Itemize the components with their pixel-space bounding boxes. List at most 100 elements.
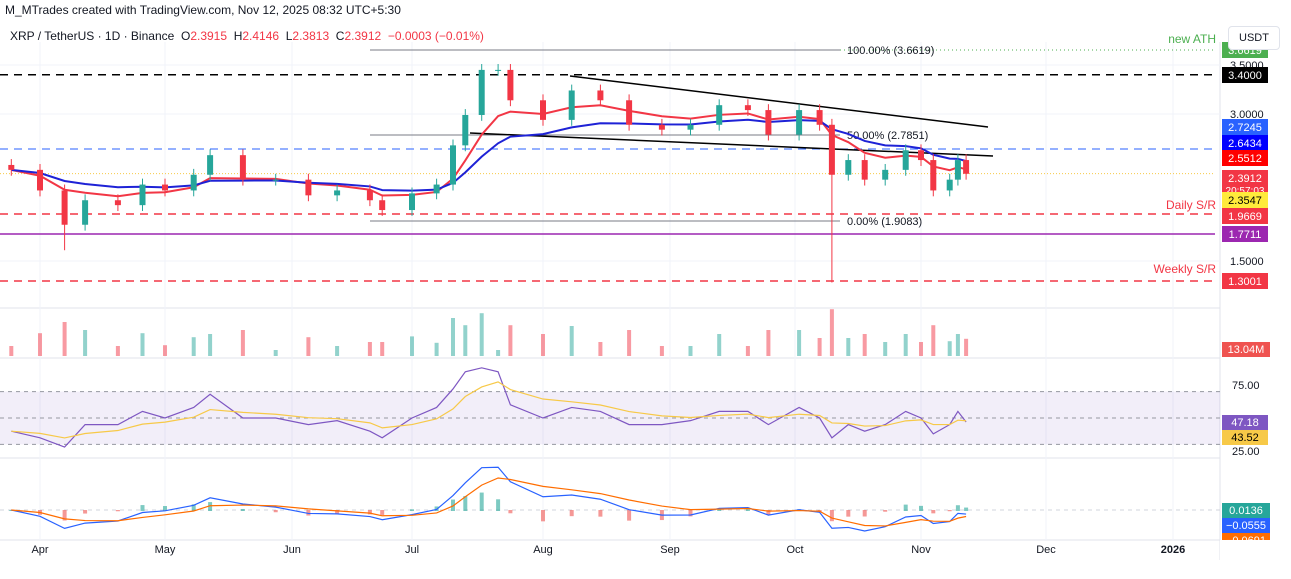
volume-bar bbox=[717, 334, 722, 356]
y-tick-label: 3.0000 bbox=[1230, 109, 1264, 121]
macd-label-bg bbox=[1222, 518, 1270, 533]
fib-label: 0.00% (1.9083) bbox=[847, 216, 922, 228]
volume-bar bbox=[163, 345, 167, 356]
price-label-bg bbox=[1222, 67, 1268, 83]
price-label-bg bbox=[1222, 119, 1268, 135]
countdown-label: 20:57:03 bbox=[1226, 186, 1265, 197]
candle bbox=[379, 200, 386, 211]
macd-histogram-bar bbox=[829, 510, 834, 522]
credit-text: M_MTrades created with TradingView.com, … bbox=[5, 3, 401, 17]
macd-histogram-bar bbox=[846, 510, 851, 517]
volume-bar bbox=[846, 338, 851, 356]
volume-bar bbox=[273, 350, 278, 356]
candle bbox=[796, 110, 803, 135]
volume-bar bbox=[598, 342, 603, 356]
symbol-name[interactable]: XRP / TetherUS · 1D · Binance bbox=[10, 29, 175, 43]
price-label-bg bbox=[1222, 192, 1268, 208]
candle bbox=[239, 155, 246, 180]
macd-histogram-bar bbox=[410, 509, 414, 511]
candle bbox=[687, 124, 694, 130]
candle bbox=[272, 179, 279, 181]
price-label: 2.6434 bbox=[1228, 138, 1262, 150]
rsi-ma-line bbox=[11, 381, 967, 439]
macd-histogram-bar bbox=[83, 510, 88, 514]
candle bbox=[409, 193, 415, 211]
candle bbox=[568, 90, 575, 120]
price-label-bg bbox=[1222, 150, 1268, 166]
macd-histogram-bar bbox=[569, 510, 574, 517]
high-value: 2.4146 bbox=[242, 29, 280, 43]
open-value: 2.3915 bbox=[190, 29, 228, 43]
y-tick-label: 1.5000 bbox=[1230, 256, 1264, 268]
volume-bar bbox=[931, 325, 936, 356]
macd-histogram-bar bbox=[140, 505, 145, 511]
candle bbox=[658, 124, 665, 130]
volume-bar bbox=[508, 325, 513, 356]
candle bbox=[8, 164, 15, 170]
volume-bar bbox=[766, 330, 771, 356]
macd-histogram-bar bbox=[955, 505, 960, 511]
volume-bar bbox=[862, 334, 867, 356]
price-label: 2.7245 bbox=[1228, 122, 1262, 134]
volume-bar bbox=[140, 333, 145, 356]
candle bbox=[114, 200, 121, 206]
candle bbox=[626, 100, 633, 125]
change-value: −0.0003 (−0.01%) bbox=[387, 29, 484, 43]
volume-bar bbox=[797, 330, 802, 356]
macd-histogram-bar bbox=[862, 510, 867, 517]
volume-bar bbox=[115, 346, 120, 356]
volume-bar bbox=[451, 318, 455, 356]
volume-bar bbox=[964, 338, 969, 356]
macd-histogram-bar bbox=[115, 510, 120, 512]
volume-bar bbox=[62, 322, 67, 356]
macd-histogram-bar bbox=[463, 496, 468, 511]
price-label: 2.5512 bbox=[1228, 153, 1262, 165]
volume-bar bbox=[659, 346, 664, 356]
macd-histogram-bar bbox=[273, 510, 278, 513]
macd-histogram-bar bbox=[191, 504, 196, 511]
weekly-sr-label: Weekly S/R bbox=[1154, 262, 1217, 276]
signal-line bbox=[11, 477, 967, 527]
macd-histogram-bar bbox=[367, 510, 372, 515]
macd-label-bg bbox=[1222, 503, 1270, 518]
candle bbox=[946, 179, 953, 191]
candle bbox=[882, 169, 889, 180]
volume-label-bg bbox=[1222, 342, 1270, 357]
candle bbox=[930, 160, 937, 191]
volume-bar bbox=[240, 330, 245, 356]
volume-bar bbox=[919, 342, 923, 356]
rsi-label-bg bbox=[1222, 415, 1268, 430]
sma-line bbox=[11, 118, 967, 192]
candle bbox=[845, 160, 852, 175]
candle bbox=[597, 90, 604, 101]
volume-label: 13.04M bbox=[1228, 344, 1265, 356]
candle bbox=[902, 150, 909, 170]
rsi-ma-label-bg bbox=[1222, 430, 1268, 445]
macd-histogram-bar bbox=[627, 510, 632, 521]
price-label-bg bbox=[1222, 208, 1268, 224]
macd-histogram-bar bbox=[903, 504, 908, 511]
volume-bar bbox=[883, 342, 888, 356]
rsi-tick: 75.00 bbox=[1232, 380, 1260, 392]
volume-bar bbox=[9, 346, 14, 356]
volume-bar bbox=[38, 333, 42, 356]
fib-label: 50.00% (2.7851) bbox=[847, 130, 928, 142]
volume-bar bbox=[829, 309, 834, 356]
rsi-tick: 25.00 bbox=[1232, 446, 1260, 458]
volume-bar bbox=[191, 337, 196, 356]
candle bbox=[139, 184, 146, 206]
candle bbox=[744, 105, 751, 111]
price-label-bg bbox=[1222, 170, 1268, 196]
symbol-legend: XRP / TetherUS · 1D · Binance O2.3915 H2… bbox=[10, 29, 484, 43]
price-label: 1.3001 bbox=[1228, 276, 1262, 288]
volume-bar bbox=[306, 337, 311, 356]
volume-bar bbox=[410, 336, 414, 356]
candle bbox=[450, 145, 456, 185]
candle bbox=[765, 110, 772, 135]
macd-histogram-bar bbox=[496, 499, 501, 511]
currency-button[interactable]: USDT bbox=[1228, 26, 1280, 50]
axis-mask bbox=[1220, 540, 1291, 579]
candle bbox=[861, 160, 868, 180]
